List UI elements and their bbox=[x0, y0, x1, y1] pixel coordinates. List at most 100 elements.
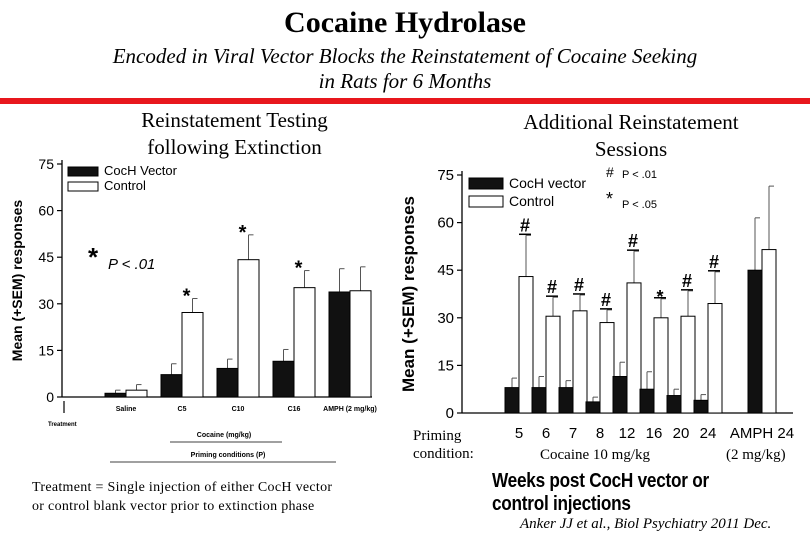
left-panel-title-line-1: Reinstatement Testing bbox=[141, 108, 328, 132]
significance-mark: # bbox=[628, 231, 638, 251]
citation: Anker JJ et al., Biol Psychiatry 2011 De… bbox=[520, 516, 772, 532]
left-panel-title-line-2: following Extinction bbox=[147, 135, 322, 159]
coch-bar bbox=[585, 401, 601, 414]
x-category-label: C5 bbox=[178, 406, 187, 413]
significance-legend-text: P < .01 bbox=[622, 169, 657, 181]
right-panel-title-line-2: Sessions bbox=[594, 137, 668, 161]
legend-label: Control bbox=[509, 193, 554, 209]
significance-legend-text: P < .05 bbox=[622, 199, 657, 211]
legend-swatch-control bbox=[468, 195, 504, 208]
accent-divider bbox=[0, 98, 810, 104]
y-tick-label: 45 bbox=[38, 249, 54, 265]
significance-legend-symbol: * bbox=[606, 189, 613, 209]
y-tick-label: 30 bbox=[38, 296, 54, 312]
x-category-label: 12 bbox=[619, 425, 636, 442]
control-bar bbox=[349, 290, 372, 398]
x-category-label: 6 bbox=[542, 425, 550, 442]
subtitle-line-2: in Rats for 6 Months bbox=[318, 69, 492, 93]
control-bar bbox=[545, 315, 561, 414]
significance-mark: # bbox=[601, 290, 611, 310]
significance-legend-text: P < .01 bbox=[108, 256, 155, 273]
page-title: Cocaine Hydrolase bbox=[284, 6, 526, 39]
coch-bar bbox=[693, 399, 709, 414]
legend-swatch-control bbox=[67, 181, 99, 192]
control-bar bbox=[125, 389, 148, 398]
cocaine-dose-label: Cocaine 10 mg/kg bbox=[540, 447, 650, 463]
left-panel-title: Reinstatement Testing following Extincti… bbox=[92, 107, 377, 161]
control-bar bbox=[626, 282, 642, 414]
significance-mark: # bbox=[682, 271, 692, 291]
priming-label-line-1: Priming bbox=[413, 428, 462, 444]
priming-condition-label: Priming condition: bbox=[413, 427, 474, 463]
amph-dose-label: (2 mg/kg) bbox=[726, 447, 786, 463]
y-tick-label: 15 bbox=[437, 357, 454, 374]
priming-conditions-label: Priming conditions (P) bbox=[191, 452, 266, 459]
coch-bar bbox=[639, 388, 655, 414]
significance-mark: # bbox=[574, 275, 584, 295]
x-category-label: C10 bbox=[232, 406, 245, 413]
right-panel-title: Additional Reinstatement Sessions bbox=[468, 109, 794, 163]
treatment-tick-label: Treatment bbox=[48, 422, 77, 428]
significance-mark: # bbox=[709, 252, 719, 272]
right-panel-title-line-1: Additional Reinstatement bbox=[523, 110, 739, 134]
significance-mark: # bbox=[547, 277, 557, 297]
control-bar bbox=[518, 276, 534, 414]
x-category-label: 7 bbox=[569, 425, 577, 442]
x-category-label: 5 bbox=[515, 425, 523, 442]
y-axis-label: Mean (+SEM) responses bbox=[399, 196, 418, 392]
y-tick-label: 0 bbox=[446, 405, 454, 422]
control-bar bbox=[181, 311, 204, 398]
y-tick-label: 60 bbox=[38, 203, 54, 219]
legend-label: CocH vector bbox=[509, 175, 586, 191]
x-axis-label: Cocaine (mg/kg) bbox=[197, 432, 251, 439]
priming-label-line-2: condition: bbox=[413, 446, 474, 462]
subtitle-line-1: Encoded in Viral Vector Blocks the Reins… bbox=[112, 44, 698, 68]
y-tick-label: 60 bbox=[437, 215, 454, 232]
control-bar bbox=[707, 303, 723, 414]
significance-mark: * bbox=[183, 286, 191, 308]
x-category-label: AMPH 24 bbox=[730, 425, 794, 442]
page-subtitle: Encoded in Viral Vector Blocks the Reins… bbox=[30, 44, 780, 94]
coch-bar bbox=[558, 387, 574, 414]
x-category-label: 8 bbox=[596, 425, 604, 442]
legend-label: CocH Vector bbox=[104, 163, 178, 178]
legend-label: Control bbox=[104, 178, 146, 193]
control-bar bbox=[680, 315, 696, 414]
y-tick-label: 45 bbox=[437, 262, 454, 279]
y-axis-label: Mean (+SEM) responses bbox=[9, 200, 25, 362]
x-category-label: 24 bbox=[700, 425, 717, 442]
y-tick-label: 0 bbox=[46, 389, 54, 405]
x-category-label: 20 bbox=[673, 425, 690, 442]
x-category-label: AMPH (2 mg/kg) bbox=[323, 406, 377, 413]
significance-legend-symbol: # bbox=[606, 164, 614, 180]
significance-mark: # bbox=[520, 215, 530, 235]
footnote-line-1: Treatment = Single injection of either C… bbox=[32, 480, 333, 495]
weeks-axis-label: Weeks post CocH vector or control inject… bbox=[492, 470, 709, 515]
x-category-label: Saline bbox=[116, 406, 137, 413]
control-bar bbox=[572, 310, 588, 414]
control-bar bbox=[237, 259, 260, 398]
significance-mark: * bbox=[239, 222, 247, 244]
control-bar bbox=[653, 317, 669, 414]
x-category-label: 16 bbox=[646, 425, 663, 442]
significance-mark: * bbox=[656, 287, 663, 307]
significance-mark: * bbox=[295, 258, 303, 280]
coch-bar bbox=[666, 395, 682, 414]
coch-bar bbox=[504, 387, 520, 414]
y-tick-label: 15 bbox=[38, 342, 54, 358]
control-bar bbox=[293, 287, 316, 398]
coch-bar bbox=[612, 376, 628, 414]
treatment-footnote: Treatment = Single injection of either C… bbox=[32, 478, 412, 516]
significance-legend-symbol: * bbox=[88, 242, 99, 272]
y-tick-label: 30 bbox=[437, 310, 454, 327]
footnote-line-2: or control blank vector prior to extinct… bbox=[32, 499, 315, 514]
y-tick-label: 75 bbox=[437, 167, 454, 184]
coch-bar bbox=[747, 269, 763, 414]
y-tick-label: 75 bbox=[38, 156, 54, 172]
legend-swatch-coch bbox=[67, 166, 99, 177]
x-category-label: C16 bbox=[288, 406, 301, 413]
legend-swatch-coch bbox=[468, 177, 504, 190]
control-bar bbox=[599, 322, 615, 414]
